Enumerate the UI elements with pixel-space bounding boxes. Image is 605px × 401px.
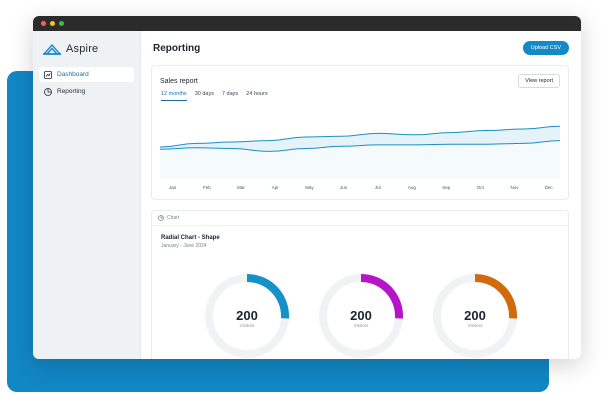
aspire-logo-icon <box>43 43 61 55</box>
x-tick-label: Feb <box>202 185 211 190</box>
x-tick-label: Aug <box>407 185 416 190</box>
series-line-2 <box>159 140 561 152</box>
gauge-value: 200 <box>464 308 486 323</box>
radial-chart-title: Radial Chart - Shape <box>161 235 220 241</box>
x-tick-label: Dec <box>544 185 553 190</box>
sidebar-item-label: Dashboard <box>57 71 89 78</box>
sidebar-item-reporting[interactable]: Reporting <box>39 84 134 99</box>
gauge-arc <box>246 274 289 319</box>
main-content: Reporting Upload CSV Sales report View r… <box>141 31 581 359</box>
upload-csv-button[interactable]: Upload CSV <box>522 41 569 55</box>
x-tick-label: Jan <box>169 185 177 190</box>
period-tabs: 12 months 30 days 7 days 24 hours <box>152 88 568 101</box>
tab-24-hours[interactable]: 24 hours <box>246 91 268 97</box>
gauge-value: 200 <box>236 308 258 323</box>
radial-chart-card: Chart Radial Chart - Shape January - Jun… <box>151 210 569 359</box>
gauge-ring <box>433 274 517 358</box>
chart-tag: Chart <box>152 211 568 226</box>
series-line-1 <box>159 125 561 148</box>
chart-tag-icon <box>158 215 164 221</box>
gauge-ring <box>205 274 289 358</box>
page-title: Reporting <box>153 42 201 54</box>
sales-report-header: Sales report View report <box>152 66 568 88</box>
gauge-arc <box>360 274 403 319</box>
gauge-label: Visitors <box>467 323 483 328</box>
sidebar-item-label: Reporting <box>57 88 86 95</box>
brand[interactable]: Aspire <box>33 41 140 57</box>
x-tick-label: May <box>305 185 314 190</box>
dashboard-icon <box>44 70 52 79</box>
chart-tag-label: Chart <box>167 215 180 221</box>
sales-report-card: Sales report View report 12 months 30 da… <box>151 65 569 200</box>
gauge-label: Visitors <box>353 323 369 328</box>
app-window: Aspire Dashboard Reporting Rep <box>33 16 581 359</box>
gauge-2: 200 Visitors <box>316 271 406 359</box>
gauge-1: 200 Visitors <box>202 271 292 359</box>
x-tick-label: Mar <box>237 185 245 190</box>
x-tick-label: Oct <box>476 185 484 190</box>
gauge-label: Visitors <box>239 323 255 328</box>
view-report-button[interactable]: View report <box>518 74 560 88</box>
x-tick-label: Sep <box>442 185 451 190</box>
sales-line-chart <box>159 125 561 178</box>
brand-name: Aspire <box>66 43 99 55</box>
tab-30-days[interactable]: 30 days <box>194 91 214 97</box>
tab-12-months[interactable]: 12 months <box>161 91 187 101</box>
gauge-3: 200 Visitors <box>430 271 520 359</box>
sales-report-title: Sales report <box>160 77 198 85</box>
maximize-dot[interactable] <box>59 21 64 26</box>
main-header: Reporting Upload CSV <box>153 31 569 65</box>
radial-chart-subtitle: January - June 2024 <box>161 243 207 249</box>
window-titlebar <box>33 16 581 31</box>
gauge-arc <box>474 274 517 319</box>
minimize-dot[interactable] <box>50 21 55 26</box>
x-axis: Jan Feb Mar Apr May Jun Jul Aug Sep Oct Nov Dec <box>152 185 568 193</box>
x-tick-label: Jul <box>374 185 381 190</box>
gauge-ring <box>319 274 403 358</box>
series-under-area <box>160 140 560 178</box>
close-dot[interactable] <box>41 21 46 26</box>
x-tick-label: Apr <box>271 185 279 190</box>
gauge-value: 200 <box>350 308 372 323</box>
x-tick-label: Jun <box>339 185 348 190</box>
sidebar: Aspire Dashboard Reporting <box>33 31 141 359</box>
sidebar-item-dashboard[interactable]: Dashboard <box>39 67 134 82</box>
app-body: Aspire Dashboard Reporting Rep <box>33 31 581 359</box>
x-tick-label: Nov <box>510 185 519 190</box>
tab-7-days[interactable]: 7 days <box>221 91 239 97</box>
pie-chart-icon <box>44 87 52 96</box>
